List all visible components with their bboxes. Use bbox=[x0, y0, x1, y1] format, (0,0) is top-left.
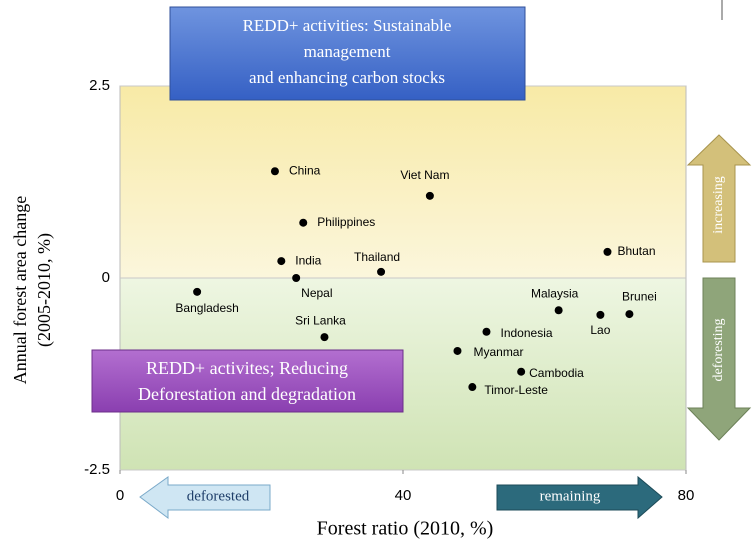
point bbox=[596, 310, 605, 319]
point-label: Thailand bbox=[354, 250, 400, 264]
point bbox=[277, 257, 286, 266]
point-label: Viet Nam bbox=[400, 168, 449, 182]
point-label: Cambodia bbox=[529, 366, 584, 380]
x-tick-label: 0 bbox=[116, 487, 124, 504]
point-label: Malaysia bbox=[531, 286, 579, 300]
arrow-text: increasing bbox=[711, 176, 726, 234]
arrow-text: deforesting bbox=[711, 319, 726, 382]
left-arrow bbox=[139, 476, 271, 519]
point bbox=[270, 167, 279, 176]
point-label: India bbox=[295, 253, 321, 267]
box-text: REDD+ activites; Reducing bbox=[146, 358, 348, 378]
arrow-text: deforested bbox=[187, 488, 250, 504]
point bbox=[468, 383, 477, 392]
point-label: Myanmar bbox=[473, 345, 523, 359]
point-label: Bangladesh bbox=[175, 301, 238, 315]
box-text: management bbox=[304, 42, 391, 61]
right-arrow bbox=[496, 475, 663, 520]
point bbox=[603, 247, 612, 256]
bottom-box bbox=[91, 349, 404, 413]
point bbox=[554, 306, 563, 315]
box-text: and enhancing carbon stocks bbox=[249, 68, 445, 87]
point bbox=[625, 310, 634, 319]
box-text: Deforestation and degradation bbox=[138, 384, 356, 404]
x-tick-label: 40 bbox=[395, 487, 412, 504]
up-arrow bbox=[686, 134, 752, 263]
y-tick-label: -2.5 bbox=[84, 461, 110, 478]
upper-band bbox=[120, 86, 686, 278]
x-axis-label: Forest ratio (2010, %) bbox=[317, 518, 494, 540]
point-label: Nepal bbox=[301, 286, 332, 300]
top-box bbox=[169, 6, 526, 101]
x-tick-label: 80 bbox=[678, 487, 695, 504]
plot-background bbox=[119, 85, 687, 474]
points: China Viet Nam Philippines India Nepal Thaila… bbox=[175, 163, 656, 397]
point-label: Philippines bbox=[317, 215, 375, 229]
point-label: Brunei bbox=[622, 289, 657, 303]
arrow-text: remaining bbox=[540, 488, 601, 504]
point-label: Indonesia bbox=[500, 326, 552, 340]
point-label: Lao bbox=[590, 323, 610, 337]
point bbox=[425, 191, 434, 200]
point bbox=[517, 367, 526, 376]
point bbox=[292, 274, 301, 282]
point-label: Sri Lanka bbox=[295, 313, 346, 327]
point bbox=[453, 346, 462, 355]
point-label: China bbox=[289, 163, 321, 177]
point bbox=[299, 218, 308, 227]
point bbox=[320, 333, 329, 342]
point-label: Bhutan bbox=[617, 244, 655, 258]
box-text: REDD+ activities: Sustainable bbox=[243, 16, 452, 35]
y-tick-label: 2.5 bbox=[89, 77, 110, 94]
point bbox=[482, 327, 491, 336]
point bbox=[193, 287, 202, 296]
down-arrow bbox=[686, 277, 752, 441]
point-label: Timor-Leste bbox=[484, 383, 548, 397]
y-axis-label: Annual forest area change bbox=[10, 196, 30, 384]
y-tick-label: 0 bbox=[102, 269, 110, 286]
point bbox=[377, 267, 386, 276]
y-axis-label: (2005-2010, %) bbox=[34, 233, 55, 347]
